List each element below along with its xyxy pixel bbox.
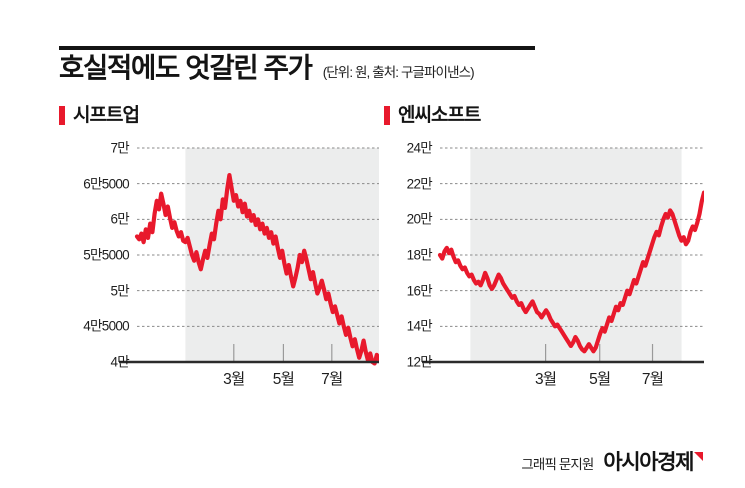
y-axis-tick-label: 24만: [406, 140, 433, 156]
y-axis-tick-label: 6만: [110, 211, 129, 227]
chart-panel-ncsoft: 엔씨소프트 24만 22만 20만 18만 16만 14만 12만 3월 5월 7월: [384, 104, 704, 405]
page-title: 호실적에도 엇갈린 주가: [59, 52, 313, 83]
y-axis-tick-label: 4만: [110, 354, 129, 370]
page-subtitle: (단위: 원, 출처: 구글파이낸스): [322, 65, 475, 80]
brand-triangle-icon: [694, 452, 703, 461]
graphic-credit: 그래픽 문지원: [521, 456, 594, 472]
price-line: [134, 173, 379, 366]
chart-canvas: [422, 147, 704, 364]
y-axis-tick-label: 5만5000: [83, 247, 129, 263]
y-axis-tick-label: 18만: [406, 247, 433, 263]
y-axis-tick-label: 20만: [406, 211, 433, 227]
chart-title-shiftup: 시프트업: [73, 104, 140, 126]
header: 호실적에도 엇갈린 주가 (단위: 원, 출처: 구글파이낸스): [59, 52, 475, 83]
footer: 그래픽 문지원 아시아경제: [521, 452, 703, 473]
header-divider: [59, 46, 535, 50]
x-axis-tick-label: 5월: [589, 371, 611, 388]
y-axis-tick-label: 14만: [406, 318, 433, 334]
x-axis-tick-label: 3월: [223, 371, 245, 388]
brand-logo: 아시아경제: [603, 452, 703, 473]
chart-title-ncsoft: 엔씨소프트: [398, 104, 481, 126]
y-axis-tick-label: 22만: [406, 175, 433, 191]
bullet-marker-icon: [384, 105, 390, 125]
y-axis-tick-label: 6만5000: [83, 175, 129, 191]
x-axis-tick-label: 7월: [321, 371, 343, 388]
chart-panel-shiftup: 시프트업 7만 6만5000 6만 5만5000 5만 4만5000 4만 3월 5월 7월: [59, 104, 379, 405]
y-axis-tick-label: 16만: [406, 282, 433, 298]
y-axis-tick-label: 7만: [110, 140, 129, 156]
chart-header-ncsoft: 엔씨소프트: [384, 104, 704, 126]
x-axis-tick-label: 3월: [534, 371, 557, 388]
line-chart-ncsoft: 24만 22만 20만 18만 16만 14만 12만 3월 5월 7월: [384, 140, 704, 405]
price-line: [437, 190, 704, 354]
y-axis-tick-label: 12만: [406, 354, 433, 370]
bullet-marker-icon: [59, 105, 65, 125]
y-axis-tick-label: 5만: [110, 282, 129, 298]
x-axis-tick-label: 5월: [272, 371, 295, 388]
x-axis-tick-label: 7월: [641, 371, 664, 388]
brand-name: 아시아경제: [603, 451, 694, 474]
chart-header-shiftup: 시프트업: [59, 104, 379, 126]
line-chart-shiftup: 7만 6만5000 6만 5만5000 5만 4만5000 4만 3월 5월 7월: [59, 140, 379, 405]
chart-canvas: [119, 147, 379, 366]
y-axis-tick-label: 4만5000: [83, 318, 129, 334]
